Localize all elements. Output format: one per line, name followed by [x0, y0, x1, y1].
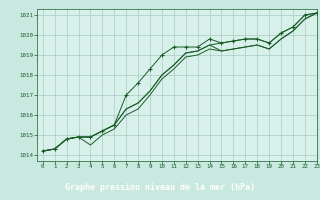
Text: Graphe pression niveau de la mer (hPa): Graphe pression niveau de la mer (hPa)	[65, 183, 255, 192]
